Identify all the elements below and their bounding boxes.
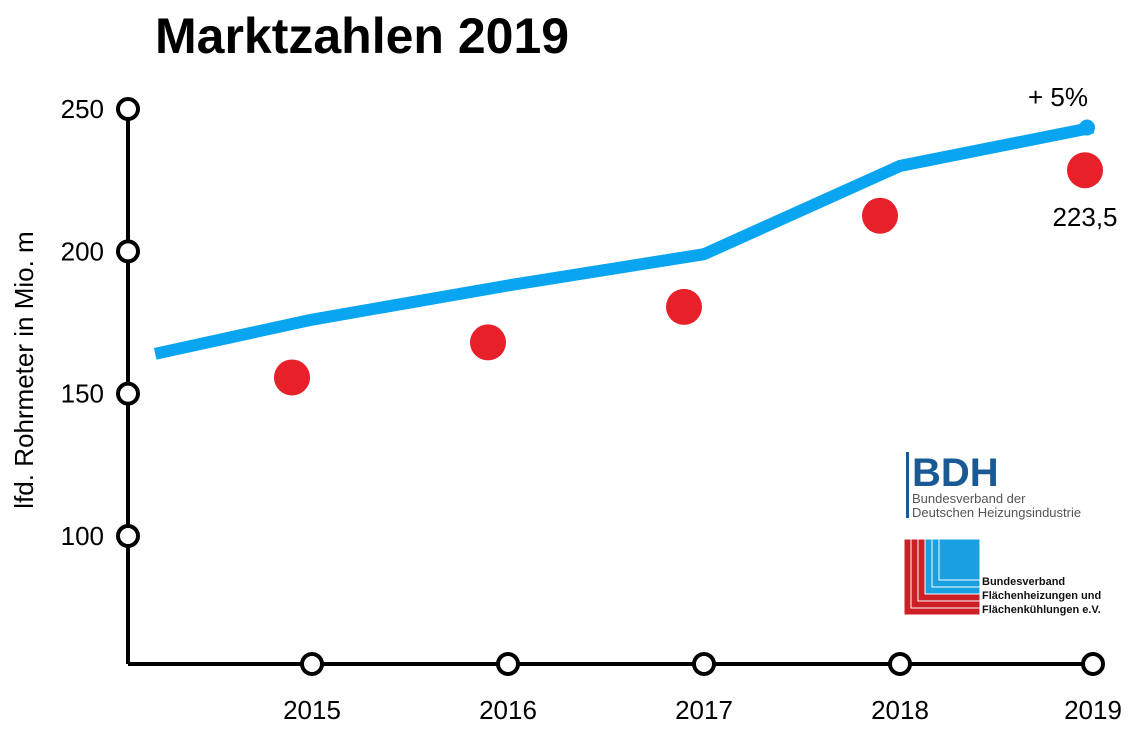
bvf-logo-line3: Flächenkühlungen e.V.	[982, 604, 1101, 616]
bvf-logo-line2: Flächenheizungen und	[982, 590, 1101, 602]
y-tick-label-250: 250	[61, 94, 104, 124]
x-tick-label-2017: 2017	[675, 695, 733, 725]
labels-group: 100 150 200 250 2015 2016 2017 2018 2019	[61, 94, 1122, 725]
data-points-group	[274, 152, 1103, 396]
trend-line-end	[1079, 119, 1095, 136]
data-point-2019	[1067, 152, 1103, 189]
data-point-2018	[862, 197, 898, 234]
x-tick-marker-2016	[496, 652, 520, 676]
bdh-logo-line1: Bundesverband der	[912, 491, 1026, 506]
x-tick-marker-2019	[1081, 652, 1105, 676]
value-annotation-2019: 223,5	[1052, 202, 1117, 232]
y-tick-marker-250	[116, 97, 140, 121]
x-tick-label-2016: 2016	[479, 695, 537, 725]
bdh-logo-name: BDH	[912, 451, 999, 495]
y-tick-label-200: 200	[61, 236, 104, 266]
axes	[116, 97, 1105, 676]
data-point-2015	[274, 359, 310, 396]
x-tick-label-2015: 2015	[283, 695, 341, 725]
x-tick-label-2019: 2019	[1064, 695, 1122, 725]
chart-title: Marktzahlen 2019	[155, 8, 569, 64]
y-tick-marker-100	[116, 524, 140, 548]
x-tick-marker-2017	[692, 652, 716, 676]
growth-annotation: + 5%	[1028, 82, 1088, 112]
bdh-logo-bar	[906, 452, 909, 518]
trend-line-group	[153, 119, 1095, 360]
trend-line	[153, 121, 1095, 360]
bdh-logo: BDH Bundesverband der Deutschen Heizungs…	[906, 451, 1081, 520]
y-tick-label-150: 150	[61, 379, 104, 409]
y-tick-label-100: 100	[61, 521, 104, 551]
data-point-2016	[470, 324, 506, 361]
y-axis-label: lfd. Rohrmeter in Mio. m	[9, 231, 39, 508]
x-tick-label-2018: 2018	[871, 695, 929, 725]
data-point-2017	[666, 288, 702, 325]
bvf-logo: Bundesverband Flächenheizungen und Fläch…	[903, 538, 1101, 616]
bvf-logo-step-6	[938, 538, 981, 581]
bvf-logo-line1: Bundesverband	[982, 576, 1065, 588]
bdh-logo-line2: Deutschen Heizungsindustrie	[912, 505, 1081, 520]
bvf-logo-mark	[903, 538, 981, 616]
y-tick-marker-150	[116, 381, 140, 406]
y-tick-marker-200	[116, 239, 140, 264]
x-tick-marker-2015	[300, 652, 324, 676]
x-tick-marker-2018	[888, 652, 912, 676]
